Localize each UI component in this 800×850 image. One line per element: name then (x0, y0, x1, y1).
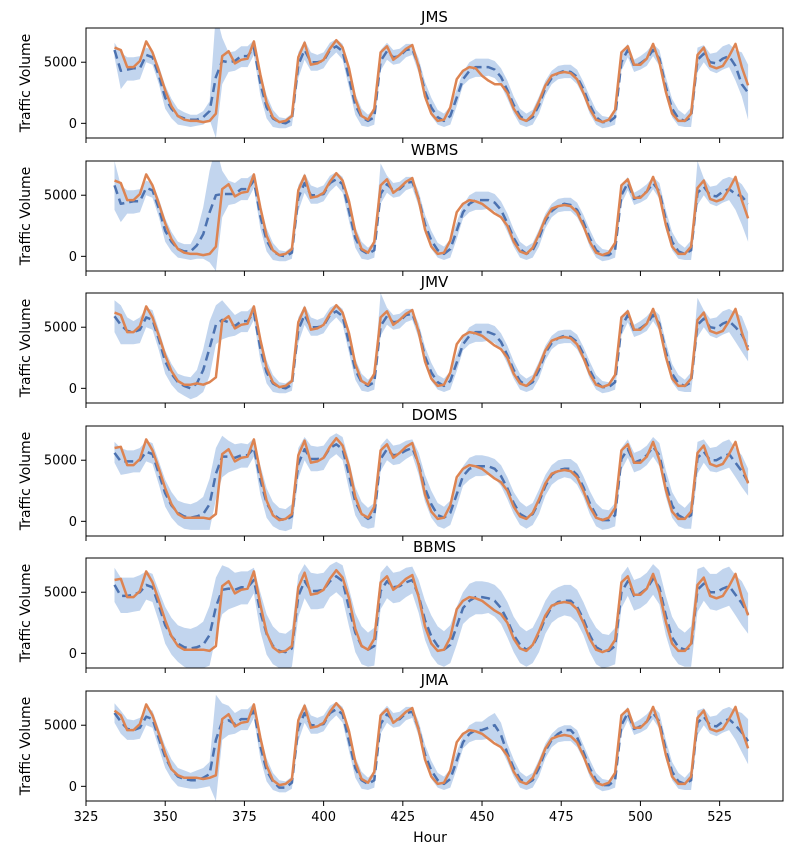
y-tick-label: 5000 (44, 454, 77, 469)
predicted-line (113, 443, 750, 522)
actual-line (113, 701, 750, 787)
y-tick-label: 0 (69, 515, 77, 530)
subplot-title: DOMS (412, 406, 458, 424)
subplot-title: BBMS (413, 538, 456, 556)
x-tick-label: 400 (311, 810, 336, 825)
y-tick-label: 0 (69, 382, 77, 397)
axes-frame (85, 425, 784, 537)
x-tick-label: 500 (628, 810, 653, 825)
subplot-title: JMV (420, 273, 449, 291)
actual-line (114, 568, 750, 654)
y-axis-label: Traffic Volume (18, 34, 34, 134)
subplot-title: JMS (420, 8, 448, 26)
y-tick-label: 5000 (44, 719, 77, 734)
y-tick-label: 0 (69, 780, 77, 795)
uncertainty-band (114, 433, 749, 532)
y-tick-label: 0 (69, 647, 77, 662)
plot-area (113, 694, 750, 801)
x-tick-label: 475 (549, 810, 574, 825)
uncertainty-band (114, 694, 749, 801)
y-axis-label: Traffic Volume (18, 564, 34, 664)
x-tick-label: 425 (390, 810, 415, 825)
plot-area (113, 161, 750, 271)
subplot-title: WBMS (411, 141, 459, 159)
axes-frame (85, 557, 784, 669)
subplot: DOMS Traffic Volume 0 5000 (18, 406, 784, 541)
subplot: BBMS Traffic Volume 0 5000 (18, 538, 784, 673)
actual-line (114, 303, 750, 389)
actual-line (114, 171, 750, 257)
plot-area (113, 28, 750, 138)
actual-line (114, 436, 750, 522)
subplot: JMA Traffic Volume 0 5000 325 350 375 400 425 450… (18, 671, 784, 825)
x-axis-label: Hour (413, 830, 447, 846)
y-tick-label: 0 (69, 117, 77, 132)
subplot-title: JMA (420, 671, 449, 689)
y-tick-label: 5000 (44, 321, 77, 336)
y-tick-label: 5000 (44, 586, 77, 601)
y-tick-label: 5000 (44, 189, 77, 204)
plot-area (113, 293, 750, 400)
y-axis-label: Traffic Volume (18, 299, 34, 399)
x-tick-label: 350 (153, 810, 178, 825)
x-tick-label: 325 (74, 810, 99, 825)
x-tick-label: 525 (707, 810, 732, 825)
x-tick-label: 375 (232, 810, 257, 825)
x-tick-label: 450 (470, 810, 495, 825)
subplot: JMS Traffic Volume 0 5000 (18, 8, 784, 143)
actual-line (114, 38, 750, 124)
plot-area (113, 433, 750, 532)
axes-frame (85, 160, 784, 272)
y-axis-label: Traffic Volume (18, 432, 34, 532)
subplot: JMV Traffic Volume 0 5000 (18, 273, 784, 408)
y-axis-label: Traffic Volume (18, 167, 34, 267)
y-tick-label: 0 (69, 250, 77, 265)
y-tick-label: 5000 (44, 56, 77, 71)
uncertainty-band (114, 561, 749, 668)
y-axis-label: Traffic Volume (18, 697, 34, 797)
plot-area (113, 561, 750, 668)
axes-frame (85, 292, 784, 404)
axes-frame (85, 690, 784, 802)
subplot: WBMS Traffic Volume 0 5000 (18, 141, 784, 276)
axes-frame (85, 27, 784, 139)
